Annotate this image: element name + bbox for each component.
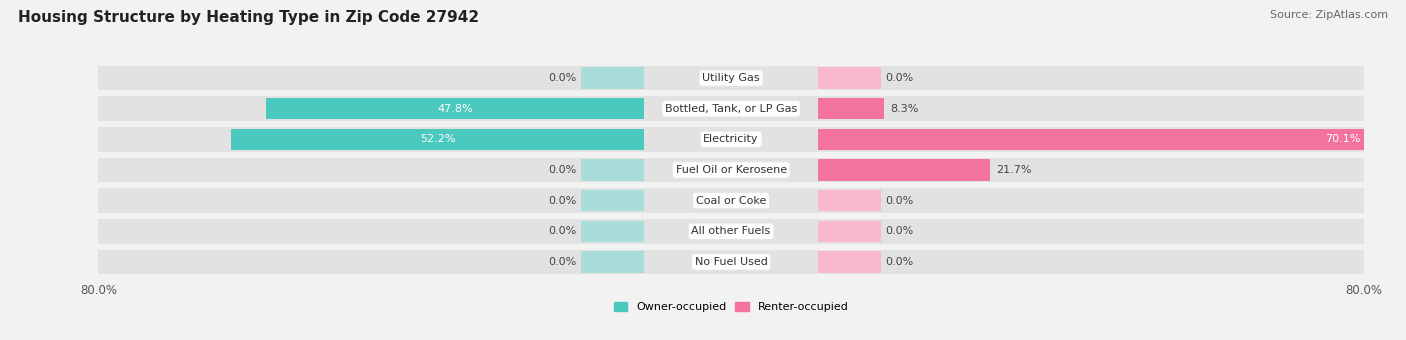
Text: 21.7%: 21.7% (995, 165, 1032, 175)
Bar (98, 188, 1364, 213)
Bar (266, 98, 644, 119)
Text: 0.0%: 0.0% (886, 73, 914, 83)
Bar (98, 66, 1364, 90)
Text: All other Fuels: All other Fuels (692, 226, 770, 236)
Text: 0.0%: 0.0% (548, 165, 576, 175)
Bar (98, 219, 1364, 244)
Text: 0.0%: 0.0% (886, 226, 914, 236)
Bar (231, 129, 644, 150)
Text: 0.0%: 0.0% (548, 257, 576, 267)
Bar (818, 98, 884, 119)
Bar (818, 251, 882, 273)
Text: Housing Structure by Heating Type in Zip Code 27942: Housing Structure by Heating Type in Zip… (18, 10, 479, 25)
Bar (581, 67, 644, 89)
Bar (98, 158, 1364, 182)
Text: 70.1%: 70.1% (1326, 134, 1361, 144)
Legend: Owner-occupied, Renter-occupied: Owner-occupied, Renter-occupied (614, 302, 848, 312)
Text: Coal or Coke: Coal or Coke (696, 195, 766, 206)
Bar (581, 251, 644, 273)
Text: 0.0%: 0.0% (548, 226, 576, 236)
Text: 47.8%: 47.8% (437, 104, 472, 114)
Bar (581, 221, 644, 242)
Text: 0.0%: 0.0% (886, 257, 914, 267)
Bar (581, 190, 644, 211)
Text: Fuel Oil or Kerosene: Fuel Oil or Kerosene (675, 165, 787, 175)
Text: Bottled, Tank, or LP Gas: Bottled, Tank, or LP Gas (665, 104, 797, 114)
Text: 0.0%: 0.0% (886, 195, 914, 206)
Text: No Fuel Used: No Fuel Used (695, 257, 768, 267)
Bar (98, 127, 1364, 152)
Bar (818, 190, 882, 211)
Bar (818, 67, 882, 89)
Bar (818, 221, 882, 242)
Bar (98, 96, 1364, 121)
Bar (98, 250, 1364, 274)
Text: 0.0%: 0.0% (548, 73, 576, 83)
Text: 0.0%: 0.0% (548, 195, 576, 206)
Bar (818, 129, 1372, 150)
Text: 8.3%: 8.3% (890, 104, 918, 114)
Text: Source: ZipAtlas.com: Source: ZipAtlas.com (1270, 10, 1388, 20)
Text: Utility Gas: Utility Gas (703, 73, 759, 83)
Bar (581, 159, 644, 181)
Text: 52.2%: 52.2% (420, 134, 456, 144)
Text: Electricity: Electricity (703, 134, 759, 144)
Bar (818, 159, 990, 181)
